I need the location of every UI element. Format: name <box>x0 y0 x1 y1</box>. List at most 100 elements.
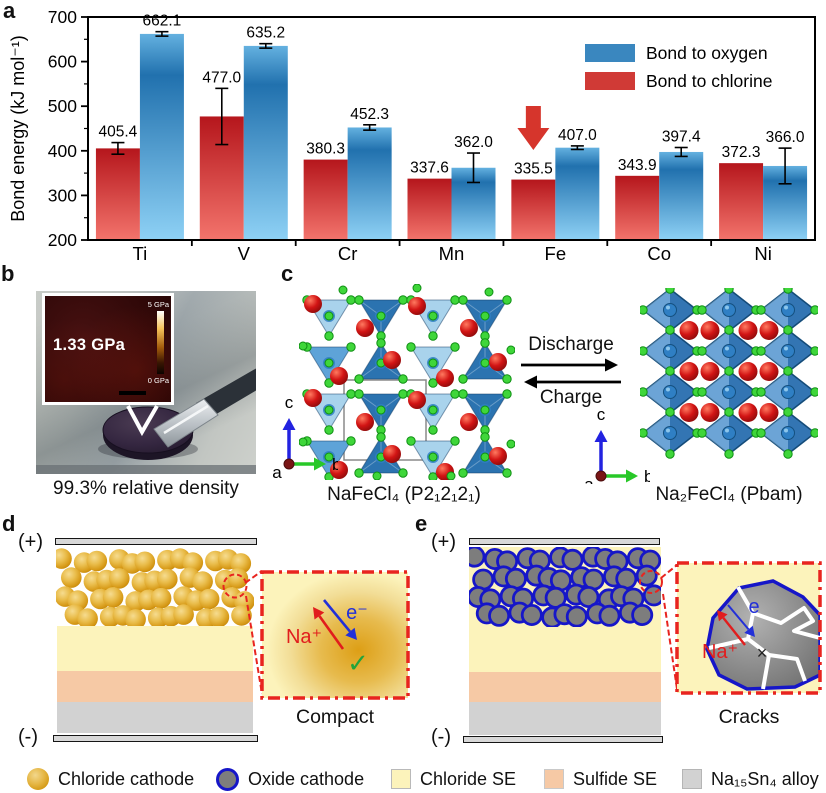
value-label-Ti: 405.4 <box>99 124 138 141</box>
value-label-Mn: 337.6 <box>410 160 449 177</box>
chloride-cathode-swatch <box>27 768 49 790</box>
chloride-particle <box>227 568 249 589</box>
legend-label: Oxide cathode <box>248 768 365 789</box>
panel-label-b: b <box>1 261 15 286</box>
chloride-particle <box>192 571 213 592</box>
value-label-Co: 397.4 <box>662 128 701 145</box>
na-atom <box>700 403 720 422</box>
legend-swatch-oxygen <box>585 44 635 62</box>
chloride-se-layer-d <box>57 626 253 671</box>
cracked-particle <box>705 579 820 691</box>
axis-c-label: c <box>597 408 606 424</box>
chloride-particle <box>109 568 130 589</box>
na-atom <box>408 391 426 409</box>
text: V <box>238 243 251 262</box>
fe-atom <box>663 344 677 358</box>
bar-chlorine-Mn <box>407 178 452 240</box>
chloride-se-swatch <box>391 769 411 789</box>
alloy-layer-e <box>469 702 661 735</box>
legend-item-alloy: Na₁₅Sn₄ alloy <box>682 766 819 792</box>
current-collector-top-e <box>469 538 660 545</box>
na-atom <box>330 367 348 385</box>
chloride-particle <box>173 604 194 625</box>
fe-atom <box>722 303 736 317</box>
bar-chlorine-Co <box>615 175 660 240</box>
electron-label: e⁻ <box>346 602 368 624</box>
value-label-Ti: 662.1 <box>143 13 182 30</box>
na-atom <box>738 403 758 422</box>
panel-label-a: a <box>3 0 16 23</box>
na-atom <box>383 351 401 369</box>
panel-label-c: c <box>281 261 294 286</box>
axis-c-label: c <box>285 396 294 412</box>
scale-bar <box>119 391 146 395</box>
na-atom <box>700 362 720 381</box>
chloride-cathode-particles <box>56 548 254 627</box>
current-collector-bottom-d <box>53 735 258 742</box>
oxide-cathode-particles <box>469 547 661 627</box>
bond-energy-bar-chart: 200 300 400 500 600 700 Ti V Cr Mn Fe Co Ni Bond ener… <box>8 7 816 262</box>
oxide-particle <box>561 548 584 571</box>
chloride-particle <box>86 550 108 572</box>
oxide-particle <box>577 586 600 609</box>
afm-inset: 1.33 GPa 5 GPa 0 GPa <box>42 293 174 405</box>
positive-terminal-e: (+) <box>431 531 456 553</box>
chloride-particle <box>125 609 146 627</box>
oxide-particle <box>565 605 588 627</box>
oxide-particle <box>598 604 621 627</box>
bar-oxygen-Ti <box>139 33 184 241</box>
callout-border <box>675 561 822 695</box>
na-atom <box>304 389 322 407</box>
zoom-source-ring <box>222 573 248 599</box>
modulus-value: 1.33 GPa <box>53 336 126 354</box>
axis-a-label: a <box>584 475 594 484</box>
negative-terminal-d: (-) <box>18 726 38 748</box>
text: 600 <box>48 52 77 72</box>
crystal-axes-right: c b a <box>584 408 650 484</box>
callout-border <box>260 570 410 700</box>
zoom-connector-e <box>639 564 678 690</box>
na-atom <box>738 321 758 340</box>
fe-atom <box>781 385 795 399</box>
fe-atom <box>722 344 736 358</box>
check-mark: ✓ <box>347 648 369 678</box>
fe-atom <box>663 426 677 440</box>
alloy-swatch <box>682 769 702 789</box>
na-atom <box>356 413 374 431</box>
current-collector-bottom-e <box>463 736 663 743</box>
text: Ni <box>754 243 771 262</box>
na-atom <box>460 413 478 431</box>
chloride-particle <box>231 605 252 626</box>
na-atom <box>700 321 720 340</box>
chloride-particle <box>56 548 72 569</box>
chloride-particle <box>77 608 98 627</box>
value-label-Ni: 366.0 <box>766 129 805 146</box>
fe-atom <box>781 303 795 317</box>
sulfide-se-swatch <box>544 769 564 789</box>
cracks-caption: Cracks <box>718 706 780 728</box>
axis-b-label: b <box>644 467 650 484</box>
na-atom <box>489 447 507 465</box>
legend-item-chloride-cathode: Chloride cathode <box>27 766 194 792</box>
tweezers-highlight <box>163 404 209 435</box>
alloy-layer-d <box>57 702 253 733</box>
bar-chlorine-Cr <box>303 159 348 240</box>
na-atom <box>408 297 426 315</box>
na-atom <box>356 319 374 337</box>
left-formula: NaFeCl₄ (P2₁2₁2₁) <box>327 484 481 505</box>
compact-caption: Compact <box>295 706 375 728</box>
legend-item-chloride-se: Chloride SE <box>391 766 516 792</box>
crack <box>708 586 755 650</box>
discharge-label: Discharge <box>528 334 614 355</box>
fe-atom <box>781 344 795 358</box>
oxide-cathode-swatch <box>216 767 239 791</box>
chloride-particle <box>157 568 178 590</box>
oxide-particle <box>631 604 654 627</box>
colorbar-max-label: 5 GPa <box>147 300 169 309</box>
na-atom <box>759 321 779 340</box>
na-atom <box>738 362 758 381</box>
axis-a-origin <box>595 470 607 482</box>
value-label-Mn: 362.0 <box>454 134 493 151</box>
compact-particle-callout: Na⁺ e⁻ ✓ <box>260 570 410 700</box>
crystal-axes-left: c b a <box>272 396 338 482</box>
